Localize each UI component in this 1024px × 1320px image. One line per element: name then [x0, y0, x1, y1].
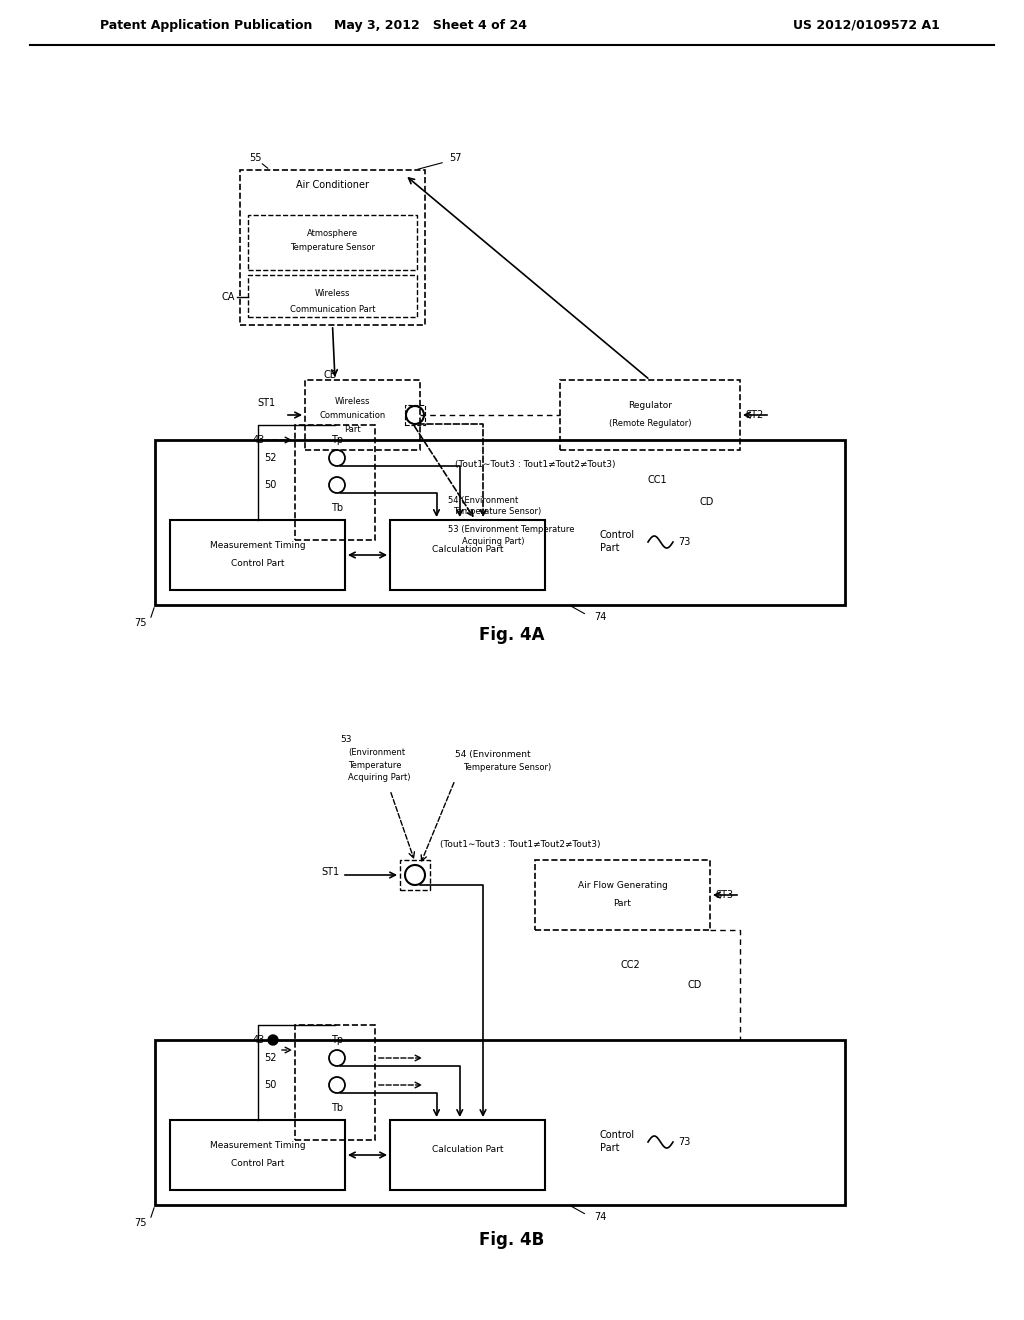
- Text: Control: Control: [600, 531, 635, 540]
- Text: (Remote Regulator): (Remote Regulator): [608, 418, 691, 428]
- Text: Air Conditioner: Air Conditioner: [296, 180, 369, 190]
- Text: Control Part: Control Part: [230, 558, 285, 568]
- Text: (Tout1∼Tout3 : Tout1≠Tout2≠Tout3): (Tout1∼Tout3 : Tout1≠Tout2≠Tout3): [455, 461, 615, 470]
- Text: Calculation Part: Calculation Part: [432, 1144, 503, 1154]
- Text: Measurement Timing: Measurement Timing: [210, 1140, 305, 1150]
- Text: Temperature: Temperature: [348, 760, 401, 770]
- Text: (Environment: (Environment: [348, 747, 406, 756]
- Bar: [240, 170, 425, 325]
- Text: Acquiring Part): Acquiring Part): [462, 537, 524, 546]
- Bar: [170, 1119, 345, 1191]
- Text: Air Flow Generating: Air Flow Generating: [578, 880, 668, 890]
- Text: Communication Part: Communication Part: [290, 305, 375, 314]
- Text: 57: 57: [449, 153, 461, 162]
- Text: ST1: ST1: [257, 399, 275, 408]
- Text: 73: 73: [678, 1137, 690, 1147]
- Circle shape: [268, 1035, 278, 1045]
- Text: Wireless: Wireless: [314, 289, 350, 297]
- Text: Temperature Sensor): Temperature Sensor): [453, 507, 542, 516]
- Text: US 2012/0109572 A1: US 2012/0109572 A1: [794, 18, 940, 32]
- Text: 73: 73: [678, 537, 690, 546]
- Text: 52: 52: [264, 453, 278, 463]
- Bar: [155, 1040, 845, 1205]
- Bar: [390, 520, 545, 590]
- Bar: [155, 440, 845, 605]
- Text: ST1: ST1: [322, 867, 340, 876]
- Text: 43: 43: [253, 436, 265, 445]
- Bar: [535, 861, 710, 931]
- Bar: [295, 1026, 375, 1140]
- Text: Control Part: Control Part: [230, 1159, 285, 1167]
- Text: Acquiring Part): Acquiring Part): [348, 774, 411, 783]
- Text: CD: CD: [688, 979, 702, 990]
- Bar: [295, 425, 375, 540]
- Text: Communication: Communication: [319, 411, 386, 420]
- Text: Fig. 4A: Fig. 4A: [479, 626, 545, 644]
- Text: Tp: Tp: [331, 1035, 343, 1045]
- Text: 43: 43: [253, 1035, 265, 1045]
- Text: Fig. 4B: Fig. 4B: [479, 1232, 545, 1249]
- Text: May 3, 2012   Sheet 4 of 24: May 3, 2012 Sheet 4 of 24: [334, 18, 526, 32]
- Text: Control: Control: [600, 1130, 635, 1140]
- Text: Regulator: Regulator: [628, 400, 672, 409]
- Text: (Tout1∼Tout3 : Tout1≠Tout2≠Tout3): (Tout1∼Tout3 : Tout1≠Tout2≠Tout3): [440, 841, 600, 850]
- Text: Tp: Tp: [331, 436, 343, 445]
- Text: 74: 74: [594, 1212, 606, 1222]
- Text: Measurement Timing: Measurement Timing: [210, 540, 305, 549]
- Text: Tb: Tb: [331, 1104, 343, 1113]
- Text: Patent Application Publication: Patent Application Publication: [100, 18, 312, 32]
- Text: 53: 53: [340, 735, 351, 744]
- Text: 53 (Environment Temperature: 53 (Environment Temperature: [449, 525, 574, 535]
- Text: 55: 55: [249, 153, 261, 162]
- Bar: [248, 275, 417, 317]
- Text: Temperature Sensor: Temperature Sensor: [290, 243, 375, 252]
- Bar: [390, 1119, 545, 1191]
- Text: CC1: CC1: [648, 475, 668, 484]
- Text: 50: 50: [264, 480, 278, 490]
- Text: Part: Part: [613, 899, 632, 908]
- Text: 74: 74: [594, 612, 606, 622]
- Text: Part: Part: [600, 1143, 620, 1152]
- Text: Part: Part: [344, 425, 360, 433]
- Bar: [406, 405, 425, 425]
- Text: 75: 75: [134, 1218, 147, 1228]
- Text: CA: CA: [221, 292, 234, 302]
- Text: 50: 50: [264, 1080, 278, 1090]
- Bar: [560, 380, 740, 450]
- Text: ST2: ST2: [745, 411, 763, 420]
- Text: CD: CD: [700, 498, 715, 507]
- Text: Calculation Part: Calculation Part: [432, 544, 503, 553]
- Text: 54 (Environment: 54 (Environment: [455, 751, 530, 759]
- Text: 75: 75: [134, 618, 147, 628]
- Bar: [248, 215, 417, 271]
- Bar: [400, 861, 430, 890]
- Text: Atmosphere: Atmosphere: [307, 228, 358, 238]
- Text: ST3: ST3: [715, 890, 733, 900]
- Text: Wireless: Wireless: [335, 396, 371, 405]
- Bar: [305, 380, 420, 450]
- Text: CB: CB: [324, 370, 337, 380]
- Text: Part: Part: [600, 543, 620, 553]
- Text: Temperature Sensor): Temperature Sensor): [463, 763, 551, 772]
- Text: 52: 52: [264, 1053, 278, 1063]
- Text: CC2: CC2: [621, 960, 640, 970]
- Text: 54 (Environment: 54 (Environment: [449, 495, 518, 504]
- Text: Tb: Tb: [331, 503, 343, 513]
- Bar: [170, 520, 345, 590]
